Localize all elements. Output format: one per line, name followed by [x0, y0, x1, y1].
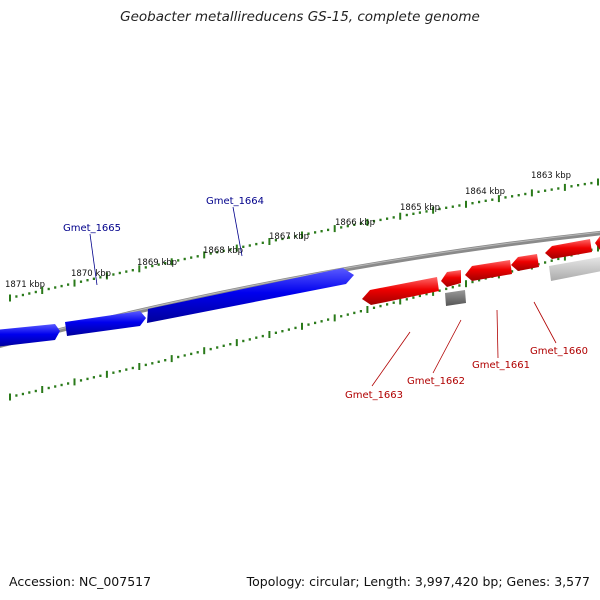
- gene-label-gmet-1663[interactable]: Gmet_1663: [345, 390, 403, 401]
- tick-labels: 1863 kbp 1864 kbp 1865 kbp 1866 kbp 1867…: [5, 171, 571, 290]
- gene-label-gmet-1665[interactable]: Gmet_1665: [63, 223, 121, 234]
- tick-label-1866: 1866 kbp: [335, 218, 375, 228]
- gene-gmet-1663[interactable]: [362, 277, 439, 305]
- tick-label-1867: 1867 kbp: [269, 232, 309, 242]
- tick-label-1864: 1864 kbp: [465, 187, 505, 197]
- tick-label-1863: 1863 kbp: [531, 171, 571, 181]
- gene-label-gmet-1660[interactable]: Gmet_1660: [530, 346, 588, 357]
- gene-gmet-1660-a[interactable]: [511, 254, 539, 271]
- tick-label-1870: 1870 kbp: [71, 269, 111, 279]
- map-title: Geobacter metallireducens GS-15, complet…: [120, 9, 480, 25]
- genome-summary-text: Topology: circular; Length: 3,997,420 bp…: [246, 574, 590, 589]
- reverse-gene[interactable]: [595, 235, 600, 250]
- forward-gene[interactable]: [0, 324, 60, 347]
- tick-label-1869: 1869 kbp: [137, 258, 177, 268]
- tick-label-1865: 1865 kbp: [400, 203, 440, 213]
- forward-gene[interactable]: [65, 311, 146, 336]
- gene-label-gmet-1661[interactable]: Gmet_1661: [472, 360, 530, 371]
- gene-gmet-1665[interactable]: [147, 268, 354, 323]
- tick-label-1868: 1868 kbp: [203, 246, 243, 256]
- gene-label-gmet-1664[interactable]: Gmet_1664: [206, 196, 264, 207]
- gene-label-gmet-1662[interactable]: Gmet_1662: [407, 376, 465, 387]
- gene-gmet-1661[interactable]: [465, 260, 512, 281]
- feature-grey[interactable]: [445, 290, 466, 306]
- gene-gmet-1660[interactable]: [545, 239, 592, 259]
- tick-label-1871: 1871 kbp: [5, 280, 45, 290]
- gene-label-leaders: [89, 206, 557, 387]
- gene-labels: Gmet_1665 Gmet_1664 Gmet_1663 Gmet_1662 …: [63, 196, 588, 401]
- gene-gmet-1662[interactable]: [441, 270, 461, 287]
- accession-text: Accession: NC_007517: [9, 574, 152, 589]
- feature-light-grey[interactable]: [549, 257, 600, 281]
- outer-tick-ring: [9, 178, 599, 302]
